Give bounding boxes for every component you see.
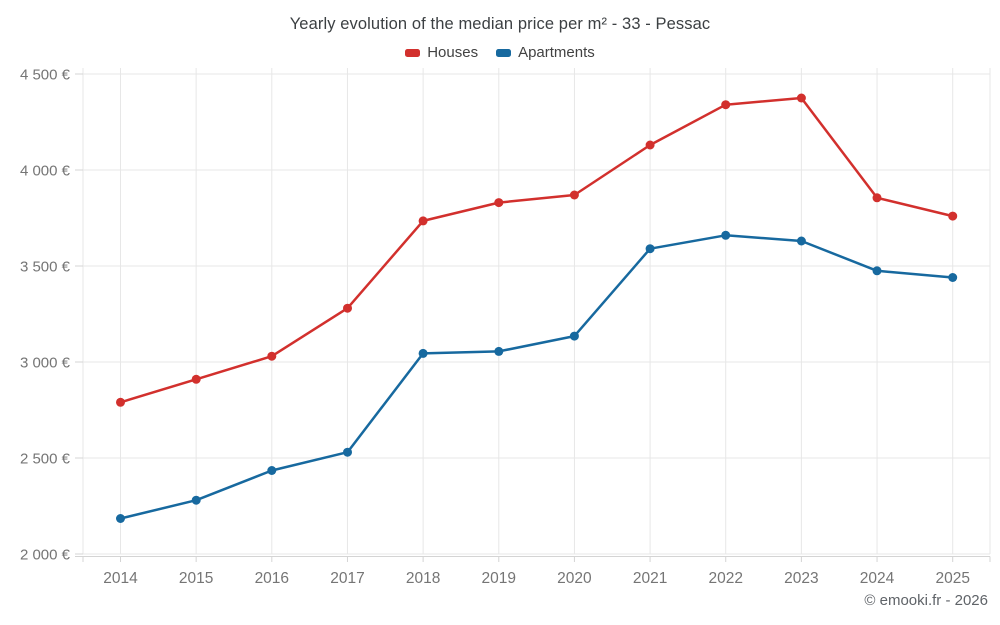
data-point-houses-2021[interactable] <box>645 140 655 150</box>
data-point-apartments-2021[interactable] <box>645 244 655 254</box>
data-point-apartments-2019[interactable] <box>494 346 504 356</box>
x-axis-tick-label: 2014 <box>103 570 138 587</box>
legend-label: Apartments <box>518 44 595 61</box>
legend-item-houses[interactable]: Houses <box>405 44 478 61</box>
data-point-houses-2015[interactable] <box>191 374 201 384</box>
data-point-apartments-2018[interactable] <box>418 348 428 358</box>
x-axis-tick-label: 2022 <box>708 570 742 587</box>
legend-item-apartments[interactable]: Apartments <box>496 44 595 61</box>
data-point-houses-2016[interactable] <box>267 351 277 361</box>
copyright-credit: © emooki.fr - 2026 <box>864 592 988 609</box>
x-axis-tick-label: 2020 <box>557 570 592 587</box>
x-axis-tick-label: 2018 <box>406 570 440 587</box>
data-point-houses-2018[interactable] <box>418 216 428 226</box>
x-axis-tick-label: 2023 <box>784 570 818 587</box>
x-axis-tick-label: 2021 <box>633 570 667 587</box>
data-point-apartments-2020[interactable] <box>569 331 579 341</box>
legend-label: Houses <box>427 44 479 61</box>
data-point-apartments-2023[interactable] <box>796 236 806 246</box>
y-axis-tick-label: 4 000 € <box>20 162 71 179</box>
x-axis-tick-label: 2025 <box>935 570 969 587</box>
data-point-houses-2022[interactable] <box>721 100 731 110</box>
data-point-apartments-2016[interactable] <box>267 466 277 475</box>
data-point-apartments-2017[interactable] <box>343 447 352 457</box>
houses-series-swatch <box>405 48 421 57</box>
y-axis-tick-label: 2 500 € <box>20 450 71 467</box>
y-axis-tick-label: 3 500 € <box>20 258 71 275</box>
data-point-houses-2017[interactable] <box>343 303 352 313</box>
y-axis-tick-label: 4 500 € <box>20 66 71 83</box>
data-point-houses-2023[interactable] <box>796 93 806 103</box>
apartments-series-swatch <box>496 48 512 57</box>
houses-series-line <box>119 96 954 404</box>
data-point-apartments-2014[interactable] <box>116 514 125 523</box>
data-point-apartments-2024[interactable] <box>872 266 882 276</box>
data-point-houses-2024[interactable] <box>872 193 882 203</box>
y-axis-tick-label: 2 000 € <box>20 546 71 563</box>
data-point-houses-2025[interactable] <box>948 211 958 221</box>
chart-legend: Houses Apartments <box>0 44 1000 61</box>
chart-title: Yearly evolution of the median price per… <box>289 15 711 33</box>
x-axis-tick-label: 2015 <box>179 570 213 587</box>
data-point-apartments-2015[interactable] <box>191 495 201 505</box>
y-axis-tick-label: 3 000 € <box>20 354 71 371</box>
apartments-series-line <box>119 234 954 520</box>
x-axis-tick-label: 2017 <box>330 570 364 587</box>
data-point-apartments-2025[interactable] <box>948 273 958 282</box>
data-point-houses-2019[interactable] <box>494 198 504 208</box>
data-point-houses-2014[interactable] <box>116 397 125 407</box>
x-axis-tick-label: 2024 <box>860 570 895 587</box>
data-point-apartments-2022[interactable] <box>721 230 731 240</box>
x-axis-tick-label: 2019 <box>482 570 516 587</box>
data-point-houses-2020[interactable] <box>569 190 579 200</box>
x-axis-tick-label: 2016 <box>255 570 289 587</box>
